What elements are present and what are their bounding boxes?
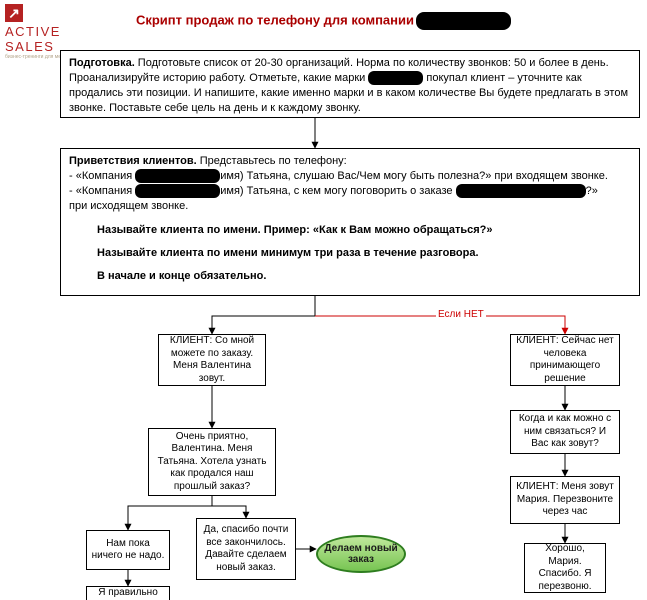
node-no-decision-maker: КЛИЕНТ: Сейчас нет человека принимающего… <box>510 334 620 386</box>
node-new-order: Делаем новый заказ <box>316 535 406 573</box>
greet-l2b: имя) Татьяна, слушаю Вас/Чем могу быть п… <box>220 170 608 182</box>
canvas: ↗ ACTIVE SALES бизнес-тренинги для менед… <box>0 0 647 600</box>
edge-label-no: Если НЕТ <box>436 309 486 320</box>
node-response: Очень приятно, Валентина. Меня Татьяна. … <box>148 428 276 496</box>
greet-l3c: ?» <box>586 185 598 197</box>
node-decline: Нам пока ничего не надо. <box>86 530 170 570</box>
greet-l4: при исходящем звонке. <box>69 199 631 214</box>
node-cut: Я правильно <box>86 586 170 600</box>
greet-l1: Представьтесь по телефону: <box>197 155 347 167</box>
greet-l3a: - «Компания <box>69 185 135 197</box>
redacted-icon <box>135 184 220 198</box>
redacted-icon <box>456 184 586 198</box>
node-callback: Хорошо, Мария. Спасибо. Я перезвоню. <box>524 543 606 593</box>
prep-box: Подготовка. Подготовьте список от 20-30 … <box>60 50 640 118</box>
node-client-intro: КЛИЕНТ: Со мной можете по заказу. Меня В… <box>158 334 266 386</box>
redacted-company-icon <box>416 12 511 30</box>
redacted-icon <box>368 71 423 85</box>
prep-heading: Подготовка. <box>69 57 135 69</box>
greet-p3: В начале и конце обязательно. <box>97 269 631 284</box>
greet-l2a: - «Компания <box>69 170 135 182</box>
greet-p2: Называйте клиента по имени минимум три р… <box>97 246 631 261</box>
greet-p1: Называйте клиента по имени. Пример: «Как… <box>97 223 631 238</box>
node-ask-when: Когда и как можно с ним связаться? И Вас… <box>510 410 620 454</box>
greeting-box: Приветствия клиентов. Представьтесь по т… <box>60 148 640 296</box>
node-client-maria: КЛИЕНТ: Меня зовут Мария. Перезвоните че… <box>510 476 620 524</box>
greet-heading: Приветствия клиентов. <box>69 155 197 167</box>
node-accept: Да, спасибо почти все закончилось. Давай… <box>196 518 296 580</box>
page-title: Скрипт продаж по телефону для компании <box>0 12 647 30</box>
greet-l3b: имя) Татьяна, с кем могу поговорить о за… <box>220 185 455 197</box>
redacted-icon <box>135 169 220 183</box>
